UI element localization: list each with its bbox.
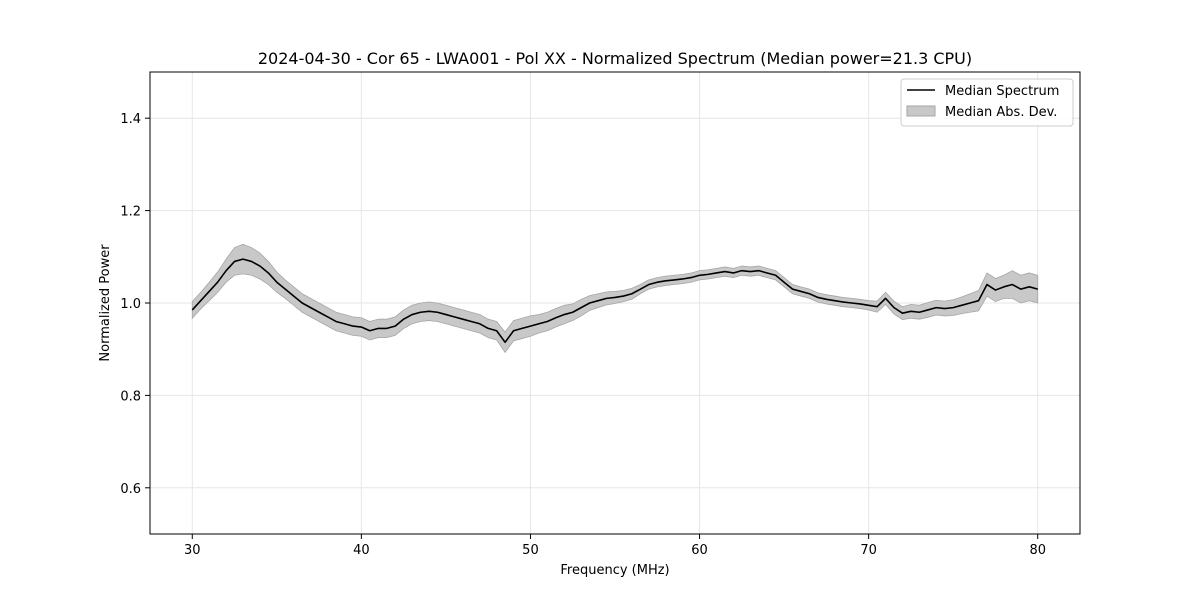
y-tick-label: 0.8 (120, 389, 141, 404)
x-tick-label: 50 (522, 543, 539, 558)
x-tick-label: 70 (860, 543, 877, 558)
legend: Median Spectrum Median Abs. Dev. (900, 78, 1074, 127)
legend-band-swatch (906, 105, 936, 117)
series-median-spectrum-line (191, 258, 1038, 344)
y-axis-ticks: 0.6 0.8 1.0 1.2 1.4 (120, 112, 150, 497)
x-tick-label: 30 (184, 543, 201, 558)
x-axis-label: Frequency (MHz) (560, 563, 669, 578)
x-tick-label: 40 (353, 543, 370, 558)
legend-box (900, 78, 1074, 127)
y-tick-label: 1.2 (120, 205, 141, 220)
x-tick-label: 80 (1029, 543, 1046, 558)
x-tick-label: 60 (691, 543, 708, 558)
legend-label-median-abs-dev: Median Abs. Dev. (945, 105, 1057, 120)
median-line-layer (191, 258, 1038, 344)
chart-title: 2024-04-30 - Cor 65 - LWA001 - Pol XX - … (258, 49, 972, 68)
x-axis-ticks: 30 40 50 60 70 80 (184, 534, 1046, 558)
y-tick-label: 0.6 (120, 482, 141, 497)
legend-label-median-spectrum: Median Spectrum (945, 84, 1059, 99)
y-axis-label: Normalized Power (98, 244, 113, 362)
mad-band-layer (191, 243, 1039, 354)
y-tick-label: 1.4 (120, 112, 141, 127)
series-median-abs-dev-band (191, 243, 1039, 354)
y-tick-label: 1.0 (120, 297, 141, 312)
